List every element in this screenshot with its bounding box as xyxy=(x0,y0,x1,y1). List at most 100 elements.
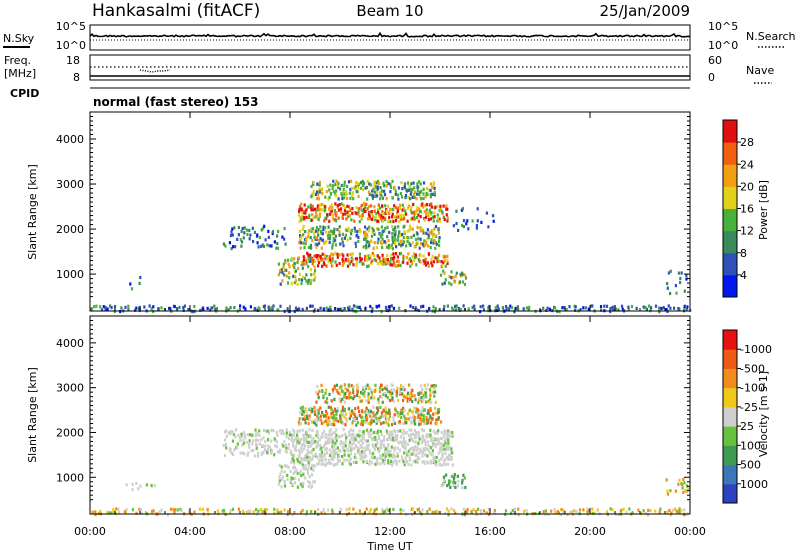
echo-cell xyxy=(392,240,395,245)
echo-cell xyxy=(285,274,288,278)
echo-cell xyxy=(299,406,302,410)
echo-cell xyxy=(441,282,444,286)
echo-cell xyxy=(443,281,446,285)
echo-cell xyxy=(379,405,382,409)
echo-cell xyxy=(310,510,313,514)
echo-cell xyxy=(389,453,393,457)
echo-cell xyxy=(323,511,326,515)
echo-cell xyxy=(454,304,457,308)
echo-cell xyxy=(225,446,228,450)
echo-cell xyxy=(357,212,360,216)
echo-cell xyxy=(374,218,377,222)
echo-cell xyxy=(305,435,309,439)
echo-cell xyxy=(416,208,419,212)
echo-cell xyxy=(430,211,433,215)
echo-cell xyxy=(308,450,311,455)
echo-cell xyxy=(305,410,308,414)
echo-cell xyxy=(357,448,360,452)
ytick-label: 1000 xyxy=(56,471,84,484)
echo-cell xyxy=(291,513,294,517)
echo-cell xyxy=(193,304,196,309)
echo-cell xyxy=(373,190,376,194)
echo-cell xyxy=(109,304,112,308)
echo-cell xyxy=(299,469,302,473)
echo-cell xyxy=(243,433,247,437)
echo-cell xyxy=(471,305,474,310)
echo-cell xyxy=(382,510,385,514)
echo-cell xyxy=(280,510,283,514)
echo-cell xyxy=(415,211,418,215)
echo-cell xyxy=(313,410,317,414)
echo-cell xyxy=(410,446,413,451)
echo-cell xyxy=(307,278,310,282)
echo-cell xyxy=(174,508,177,512)
echo-cell xyxy=(421,460,424,464)
echo-cell xyxy=(341,455,344,459)
echo-cell xyxy=(407,462,410,467)
echo-cell xyxy=(364,225,367,229)
echo-cell xyxy=(347,257,350,261)
echo-cell xyxy=(446,216,449,220)
echo-cell xyxy=(348,396,351,400)
echo-cell xyxy=(304,257,307,261)
echo-cell xyxy=(292,461,296,465)
echo-cell xyxy=(325,230,328,234)
echo-cell xyxy=(436,259,439,264)
echo-cell xyxy=(312,480,315,484)
echo-cell xyxy=(277,229,280,234)
echo-cell xyxy=(382,259,386,263)
echo-cell xyxy=(277,511,280,515)
echo-cell xyxy=(310,439,313,443)
echo-cell xyxy=(285,446,288,450)
echo-cell xyxy=(410,463,413,467)
echo-cell xyxy=(233,226,236,230)
colorbar-segment xyxy=(723,330,737,350)
echo-cell xyxy=(358,228,361,232)
echo-cell xyxy=(318,453,321,457)
echo-cell xyxy=(366,217,370,221)
echo-cell xyxy=(348,214,351,218)
echo-cell xyxy=(386,421,389,425)
echo-cell xyxy=(457,480,460,484)
echo-cell xyxy=(424,400,428,404)
echo-cell xyxy=(242,431,245,435)
echo-cell xyxy=(393,261,396,265)
echo-cell xyxy=(416,408,420,412)
echo-cell xyxy=(394,225,397,229)
echo-cell xyxy=(284,261,287,265)
echo-cell xyxy=(392,460,395,464)
echo-cell xyxy=(315,254,318,258)
xtick-label: 00:00 xyxy=(674,525,706,538)
echo-cell xyxy=(391,391,394,395)
echo-cell xyxy=(341,390,344,394)
echo-cell xyxy=(258,442,262,446)
echo-cell xyxy=(367,204,371,209)
echo-cell xyxy=(303,276,306,281)
echo-cell xyxy=(548,307,552,311)
echo-cell xyxy=(338,225,341,229)
echo-cell xyxy=(446,433,450,437)
echo-cell xyxy=(339,307,342,311)
echo-cell xyxy=(396,193,399,197)
echo-cell xyxy=(316,230,319,234)
echo-cell xyxy=(671,508,675,512)
echo-cell xyxy=(369,422,372,426)
echo-cell xyxy=(425,418,428,422)
echo-cell xyxy=(335,428,338,432)
echo-cell xyxy=(332,390,335,394)
echo-cell xyxy=(318,459,321,463)
echo-cell xyxy=(372,405,375,409)
echo-cell xyxy=(231,430,234,434)
echo-cell xyxy=(337,459,340,463)
echo-cell xyxy=(356,305,360,309)
echo-cell xyxy=(152,305,155,309)
nsky-trace xyxy=(89,31,691,38)
echo-cell xyxy=(304,437,307,441)
echo-cell xyxy=(434,384,437,388)
echo-cell xyxy=(368,451,372,455)
echo-cell xyxy=(647,508,650,512)
echo-cell xyxy=(406,206,409,210)
echo-cell xyxy=(437,416,440,420)
colorbar-tick-label: 500 xyxy=(740,459,761,472)
